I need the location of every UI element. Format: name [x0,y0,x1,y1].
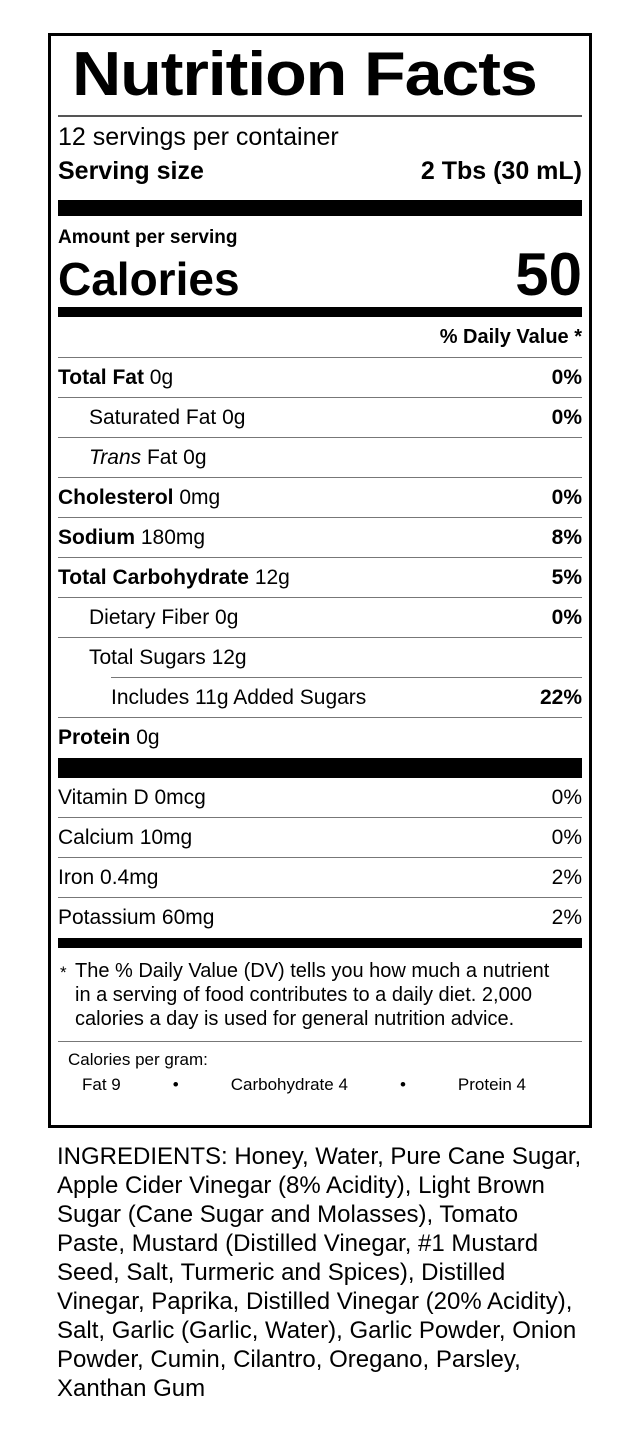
thick-divider-bar [58,200,582,216]
vitamin-name: Iron 0.4mg [58,865,159,889]
nutrient-name: Sodium 180mg [58,525,206,549]
nutrient-dv: 0% [551,405,582,429]
nutrient-name: Total Sugars 12g [89,646,247,669]
calories-value: 50 [515,241,582,308]
daily-value-footnote: * The % Daily Value (DV) tells you how m… [58,948,582,1042]
nutrient-name: Total Carbohydrate 12g [58,565,290,589]
nutrient-name: Trans Fat 0g [89,445,207,469]
thick-divider-bar [58,758,582,778]
vitamin-name: Vitamin D 0mcg [58,785,206,809]
amount-per-serving-label: Amount per serving [58,227,238,248]
nutrient-row-total-sugars: Total Sugars 12g [58,638,582,678]
servings-per-container: 12 servings per container [58,123,339,151]
vitamin-dv: 2% [551,865,582,889]
nutrient-name: Saturated Fat 0g [89,405,246,429]
vitamin-name: Potassium 60mg [58,906,215,929]
vitamin-row-vitamin-d: Vitamin D 0mcg 0% [58,778,582,818]
calories-per-gram-values: Fat 9 • Carbohydrate 4 • Protein 4 [58,1071,582,1097]
cpg-protein: Protein 4 [457,1075,526,1094]
vitamin-dv: 0% [551,785,582,809]
serving-size-row: Serving size 2 Tbs (30 mL) [58,154,582,188]
medium-divider-bar [58,938,582,948]
vitamin-name: Calcium 10mg [58,825,193,849]
vitamin-row-calcium: Calcium 10mg 0% [58,818,582,858]
daily-value-header: % Daily Value * [58,317,582,358]
nutrient-dv: 0% [551,365,582,389]
nutrient-dv: 22% [539,685,582,709]
nutrient-row-dietary-fiber: Dietary Fiber 0g 0% [58,598,582,638]
nutrient-row-total-carbohydrate: Total Carbohydrate 12g 5% [58,558,582,598]
nutrient-dv: 8% [551,525,582,549]
nutrient-dv: 5% [551,565,582,589]
nutrient-row-protein: Protein 0g [58,718,582,758]
vitamin-dv: 2% [551,906,582,929]
nutrition-facts-title: Nutrition Facts [72,40,538,109]
calories-label: Calories [58,253,240,305]
nutrient-name: Cholesterol 0mg [58,485,221,509]
nutrient-name: Includes 11g Added Sugars [111,685,367,709]
bullet-separator: • [172,1075,179,1094]
nutrient-dv: 0% [551,485,582,509]
nutrient-dv: 0% [551,605,582,629]
title-divider [58,115,582,117]
footnote-asterisk: * [60,963,67,982]
serving-size-value: 2 Tbs (30 mL) [420,157,582,185]
bullet-separator: • [399,1075,406,1094]
nutrient-name: Total Fat 0g [58,365,174,389]
nutrient-row-cholesterol: Cholesterol 0mg 0% [58,478,582,518]
ingredients-paragraph: INGREDIENTS: Honey, Water, Pure Cane Sug… [57,1143,582,1402]
nutrient-row-added-sugars: Includes 11g Added Sugars 22% [58,677,582,718]
nutrient-name: Protein 0g [58,726,160,749]
calories-row: Calories 50 [58,241,582,308]
footnote-text: The % Daily Value (DV) tells you how muc… [75,960,550,1030]
vitamin-row-potassium: Potassium 60mg 2% [58,898,582,938]
cpg-fat: Fat 9 [82,1075,121,1094]
serving-size-label: Serving size [58,157,204,185]
nutrient-row-total-fat: Total Fat 0g 0% [58,358,582,398]
vitamin-row-iron: Iron 0.4mg 2% [58,858,582,898]
medium-divider-bar [58,307,582,317]
cpg-carbohydrate: Carbohydrate 4 [230,1075,348,1094]
nutrient-row-trans-fat: Trans Fat 0g [58,438,582,478]
nutrient-row-sodium: Sodium 180mg 8% [58,518,582,558]
vitamin-dv: 0% [551,825,582,849]
nutrition-facts-panel: Nutrition Facts 12 servings per containe… [48,33,592,1128]
nutrient-row-saturated-fat: Saturated Fat 0g 0% [58,398,582,438]
calories-per-gram-label: Calories per gram: [68,1050,208,1069]
nutrient-name: Dietary Fiber 0g [89,605,239,629]
